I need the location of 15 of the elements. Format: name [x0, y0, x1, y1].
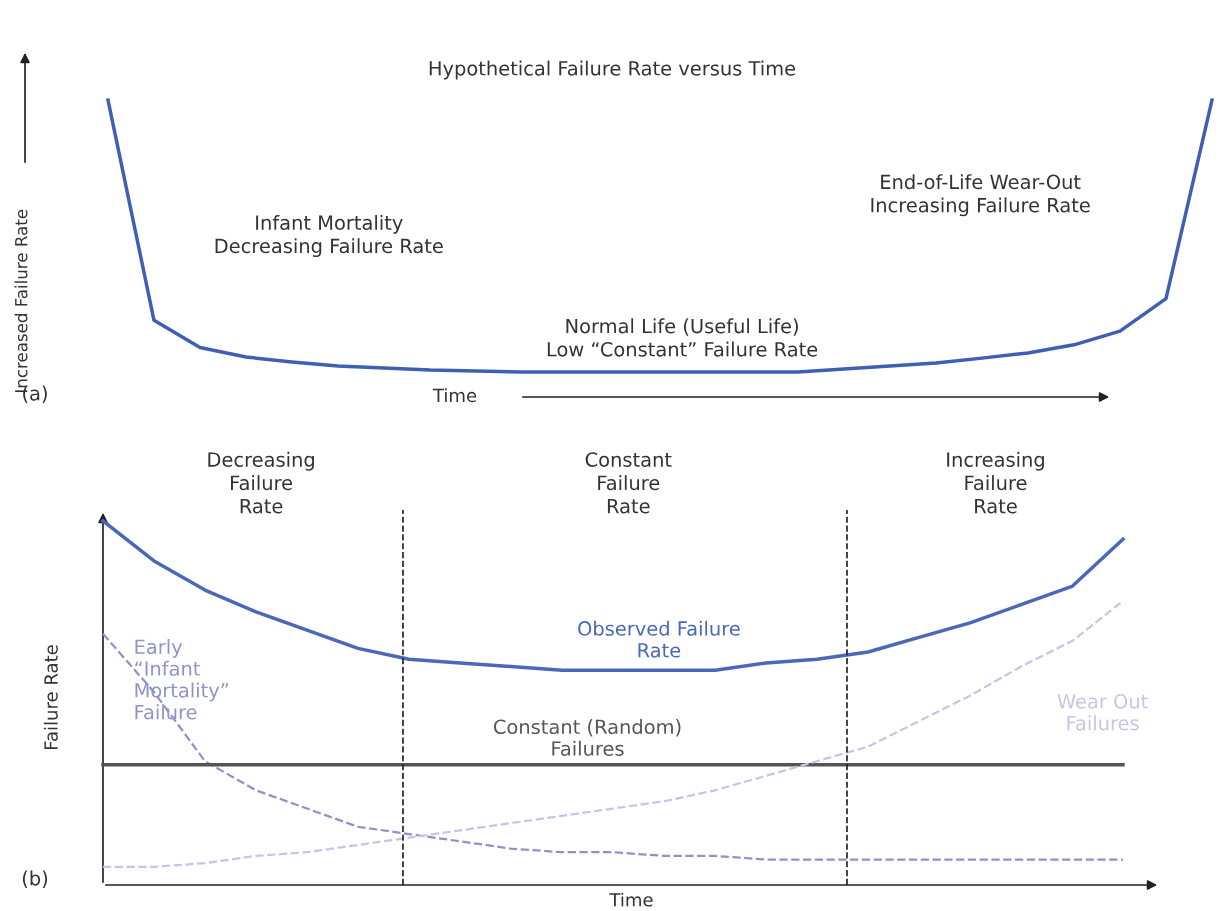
text: Constant Failure Rate [585, 452, 672, 514]
series-label: Observed Failure Rate [578, 620, 740, 658]
series-label: Early “Infant Mortality” Failure [135, 639, 229, 720]
text: (b) [22, 870, 48, 888]
annotation: Infant Mortality Decreasing Failure Rate [215, 214, 443, 258]
text: Decreasing Failure Rate [208, 451, 314, 514]
x-axis-title: Time [609, 892, 653, 907]
annotation: Normal Life (Useful Life) Low “Constant” Failure Rate [547, 318, 818, 357]
chart-title: Hypothetical Failure Rate versus Time [429, 60, 796, 80]
text: Wear Out Failures [1057, 693, 1148, 731]
y-axis-title: Failure Rate [43, 645, 58, 749]
series-label: Constant (Random) Failures [493, 719, 681, 756]
annotation: End-of-Life Wear-Out Increasing Failure Rate [871, 174, 1090, 217]
text: Increasing Failure Rate [947, 451, 1044, 514]
x-axis-title: Time [432, 388, 477, 403]
